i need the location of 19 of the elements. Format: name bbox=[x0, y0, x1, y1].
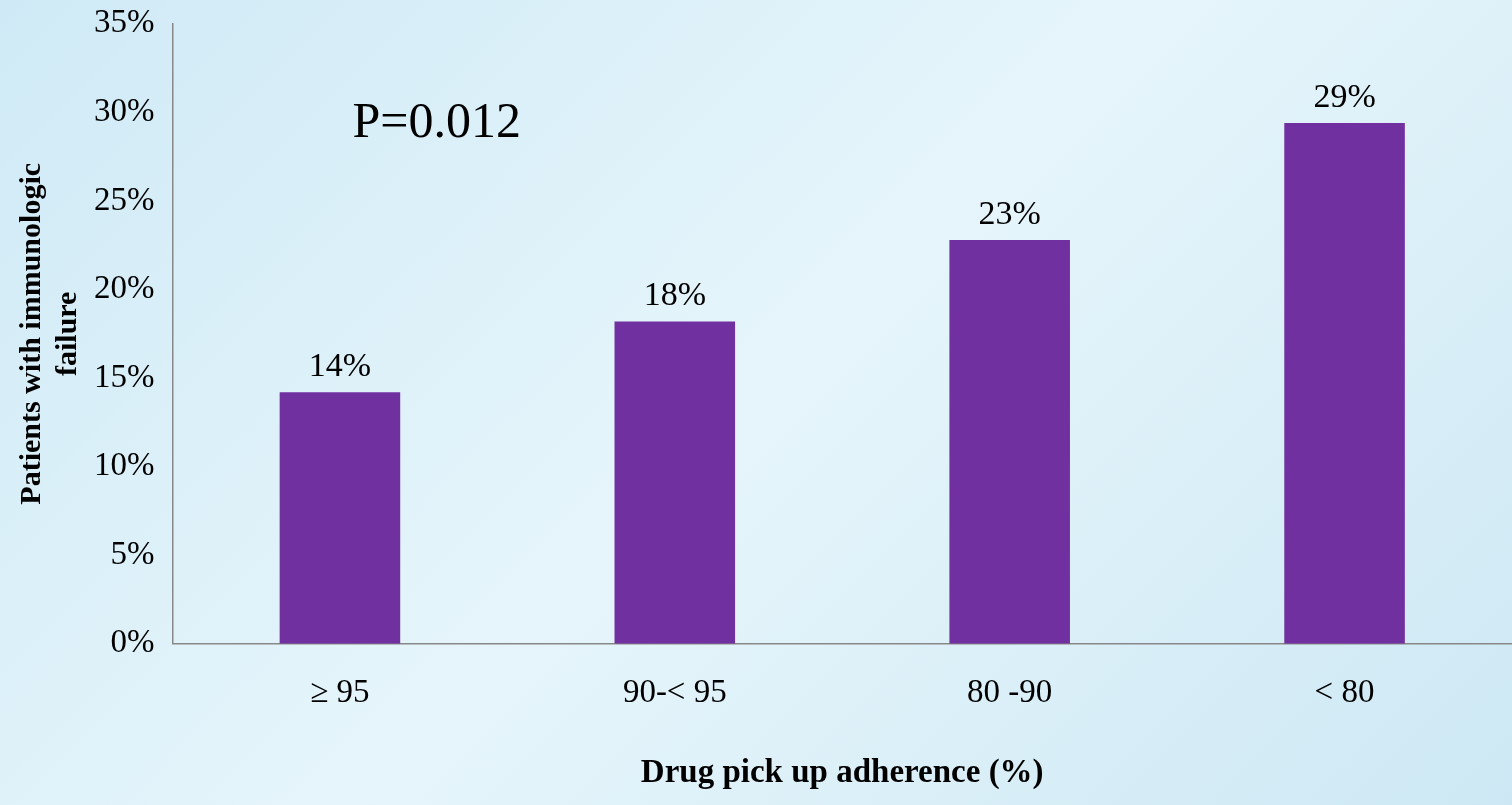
x-tick-label: < 80 bbox=[1314, 673, 1375, 710]
x-axis-title: Drug pick up adherence (%) bbox=[640, 752, 1044, 790]
y-tick-label: 15% bbox=[93, 357, 155, 394]
y-tick-label: 25% bbox=[93, 180, 155, 217]
x-tick-label: 90-< 95 bbox=[622, 673, 727, 710]
x-tick-label: 80 -90 bbox=[967, 673, 1053, 710]
data-label: 14% bbox=[308, 346, 372, 384]
y-tick-label: 35% bbox=[93, 3, 155, 40]
y-tick-label: 5% bbox=[110, 534, 155, 571]
data-label: 29% bbox=[1313, 76, 1376, 114]
annotation: P=0.012 bbox=[352, 91, 521, 148]
data-label: 18% bbox=[643, 275, 706, 313]
y-axis-title: Patients with immunologic failure bbox=[12, 162, 82, 505]
y-tick-label: 10% bbox=[93, 446, 155, 483]
y-tick-label: 30% bbox=[93, 92, 155, 129]
y-tick-label: 0% bbox=[110, 623, 155, 660]
data-label: 23% bbox=[978, 193, 1041, 231]
y-tick-label: 20% bbox=[93, 269, 155, 306]
x-tick-label: ≥ 95 bbox=[310, 673, 370, 710]
